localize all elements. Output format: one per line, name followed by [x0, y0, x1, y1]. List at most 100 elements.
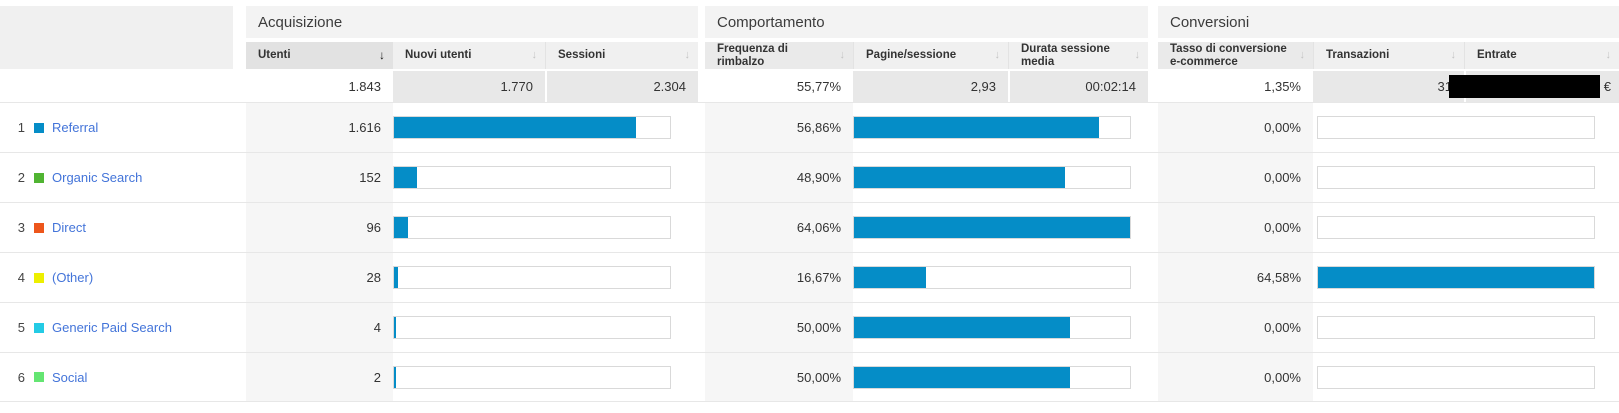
total-entrate: €	[1449, 71, 1619, 102]
column-header-utenti[interactable]: Utenti ↓	[246, 42, 393, 69]
total-frequenza-rimbalzo: 55,77%	[705, 71, 853, 102]
column-header-pagine-sessione[interactable]: Pagine/sessione ↓	[853, 42, 1008, 69]
frequenza-bar-track	[853, 216, 1131, 239]
channel-link[interactable]: Organic Search	[52, 170, 143, 185]
channel-cell: 2 Organic Search	[0, 153, 246, 202]
total-utenti: 1.843	[246, 71, 393, 102]
column-header-nuovi-utenti[interactable]: Nuovi utenti ↓	[393, 42, 545, 69]
frequenza-value-cell: 64,06%	[705, 203, 853, 252]
channel-link[interactable]: (Other)	[52, 270, 94, 285]
frequenza-bar-track	[853, 166, 1131, 189]
tasso-bar-track	[1317, 216, 1595, 239]
channel-link[interactable]: Direct	[52, 220, 86, 235]
frequenza-value-cell: 16,67%	[705, 253, 853, 302]
tasso-bar-track	[1317, 365, 1595, 389]
group-label: Acquisizione	[258, 13, 343, 31]
sort-icon: ↓	[839, 49, 846, 61]
column-header-entrate[interactable]: Entrate ↓	[1464, 42, 1619, 69]
tasso-value-cell: 0,00%	[1158, 203, 1313, 252]
utenti-bar-track	[393, 116, 671, 139]
column-header-tasso-conversione[interactable]: Tasso di conversione e-commerce ↓	[1158, 42, 1313, 69]
column-header-durata-sessione[interactable]: Durata sessione media ↓	[1008, 42, 1148, 69]
tasso-bar-track	[1317, 266, 1595, 289]
column-header-transazioni[interactable]: Transazioni ↓	[1313, 42, 1464, 69]
utenti-bar-track	[393, 166, 671, 189]
utenti-bar-track	[393, 365, 671, 389]
table-row: 3 Direct 96 64,06% 0,00%	[0, 202, 1619, 252]
group-header-acquisizione: Acquisizione	[246, 6, 698, 38]
utenti-value-cell: 1.616	[246, 103, 393, 152]
channel-cell: 3 Direct	[0, 203, 246, 252]
utenti-bar-cell	[393, 353, 705, 401]
group-label: Conversioni	[1170, 13, 1250, 31]
frequenza-bar-track	[853, 365, 1131, 389]
frequenza-value-cell: 56,86%	[705, 103, 853, 152]
column-header-frequenza-rimbalzo[interactable]: Frequenza di rimbalzo ↓	[705, 42, 853, 69]
frequenza-bar-track	[853, 266, 1131, 289]
sort-icon: ↓	[1605, 49, 1612, 61]
frequenza-bar-fill	[854, 167, 1065, 188]
frequenza-bar-cell	[853, 303, 1158, 352]
channel-color-swatch-icon	[34, 222, 44, 233]
total-pagine-sessione: 2,93	[853, 71, 1008, 102]
frequenza-value-cell: 50,00%	[705, 353, 853, 401]
tasso-value-cell: 64,58%	[1158, 253, 1313, 302]
dimension-header-cell	[0, 6, 233, 69]
utenti-bar-fill	[394, 167, 417, 188]
utenti-bar-fill	[394, 317, 396, 338]
utenti-bar-cell	[393, 303, 705, 352]
frequenza-bar-cell	[853, 153, 1158, 202]
frequenza-bar-cell	[853, 103, 1158, 152]
utenti-bar-track	[393, 316, 671, 339]
row-rank: 4	[17, 270, 25, 285]
sort-icon: ↓	[1299, 49, 1306, 61]
table-row: 5 Generic Paid Search 4 50,00% 0,00%	[0, 302, 1619, 352]
row-rank: 1	[17, 120, 25, 135]
utenti-bar-track	[393, 266, 671, 289]
total-sessioni: 2.304	[545, 71, 698, 102]
row-rank: 3	[17, 220, 25, 235]
currency-symbol: €	[1603, 79, 1611, 94]
channel-link[interactable]: Referral	[52, 120, 99, 135]
frequenza-bar-track	[853, 316, 1131, 339]
frequenza-bar-track	[853, 116, 1131, 139]
channel-color-swatch-icon	[34, 322, 44, 333]
sort-icon: ↓	[684, 49, 691, 61]
utenti-bar-fill	[394, 117, 637, 138]
table-row: 6 Social 2 50,00% 0,00%	[0, 352, 1619, 402]
sort-icon: ↓	[531, 49, 538, 61]
utenti-value-cell: 96	[246, 203, 393, 252]
channel-cell: 5 Generic Paid Search	[0, 303, 246, 352]
tasso-bar-cell	[1313, 303, 1619, 352]
total-nuovi-utenti: 1.770	[393, 71, 545, 102]
channel-color-swatch-icon	[34, 372, 44, 382]
channel-link[interactable]: Generic Paid Search	[52, 320, 172, 335]
frequenza-bar-cell	[853, 253, 1158, 302]
utenti-bar-cell	[393, 253, 705, 302]
utenti-value-cell: 152	[246, 153, 393, 202]
frequenza-bar-fill	[854, 366, 1070, 388]
frequenza-value-cell: 48,90%	[705, 153, 853, 202]
tasso-bar-track	[1317, 166, 1595, 189]
frequenza-bar-fill	[854, 267, 926, 288]
tasso-value-cell: 0,00%	[1158, 153, 1313, 202]
channel-cell: 1 Referral	[0, 103, 246, 152]
utenti-bar-cell	[393, 203, 705, 252]
sort-icon: ↓	[1134, 49, 1141, 61]
channel-color-swatch-icon	[34, 272, 44, 283]
utenti-value-cell: 28	[246, 253, 393, 302]
utenti-bar-track	[393, 216, 671, 239]
tasso-bar-cell	[1313, 203, 1619, 252]
group-label: Comportamento	[717, 13, 825, 31]
table-row: 2 Organic Search 152 48,90% 0,00%	[0, 152, 1619, 202]
column-header-sessioni[interactable]: Sessioni ↓	[545, 42, 698, 69]
tasso-bar-cell	[1313, 353, 1619, 401]
tasso-bar-track	[1317, 316, 1595, 339]
tasso-bar-cell	[1313, 153, 1619, 202]
utenti-bar-fill	[394, 267, 399, 288]
frequenza-bar-fill	[854, 317, 1070, 338]
tasso-bar-cell	[1313, 103, 1619, 152]
table-row: 1 Referral 1.616 56,86% 0,00%	[0, 102, 1619, 152]
channel-link[interactable]: Social	[52, 369, 88, 385]
utenti-value-cell: 4	[246, 303, 393, 352]
